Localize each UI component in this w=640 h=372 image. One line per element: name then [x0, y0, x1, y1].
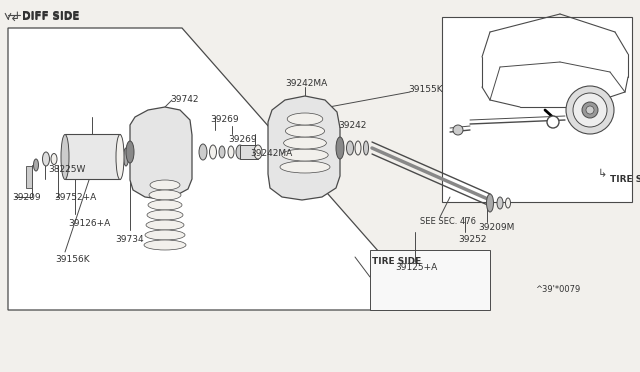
Text: 39242MA: 39242MA — [285, 80, 327, 89]
Ellipse shape — [287, 113, 323, 125]
Text: 39742: 39742 — [170, 96, 198, 105]
Text: ↲: ↲ — [10, 10, 20, 23]
Text: 39209M: 39209M — [478, 222, 515, 231]
Text: DIFF SIDE: DIFF SIDE — [22, 12, 79, 22]
Ellipse shape — [284, 137, 326, 149]
Polygon shape — [130, 107, 192, 199]
Ellipse shape — [355, 141, 361, 155]
Ellipse shape — [144, 240, 186, 250]
Ellipse shape — [453, 125, 463, 135]
Text: ^39'*0079: ^39'*0079 — [535, 285, 580, 295]
Text: TIRE SIDE: TIRE SIDE — [610, 176, 640, 185]
Ellipse shape — [51, 154, 57, 164]
Ellipse shape — [486, 194, 493, 212]
Text: 39126+A: 39126+A — [68, 219, 110, 228]
Ellipse shape — [116, 135, 124, 180]
Text: 39269: 39269 — [228, 135, 257, 144]
Text: 39155K: 39155K — [408, 86, 443, 94]
Ellipse shape — [497, 197, 503, 209]
Ellipse shape — [209, 145, 216, 159]
Ellipse shape — [254, 145, 262, 159]
Bar — [370, 250, 490, 310]
Bar — [240, 145, 258, 159]
Ellipse shape — [42, 152, 49, 166]
Ellipse shape — [148, 200, 182, 210]
Text: 39252: 39252 — [458, 235, 486, 244]
Ellipse shape — [236, 145, 244, 159]
Text: 39242MA: 39242MA — [250, 150, 292, 158]
Polygon shape — [268, 96, 340, 200]
Polygon shape — [8, 28, 430, 310]
Text: 39752+A: 39752+A — [54, 192, 96, 202]
Ellipse shape — [506, 198, 511, 208]
Text: 39734: 39734 — [115, 235, 143, 244]
Ellipse shape — [33, 159, 38, 171]
Ellipse shape — [146, 220, 184, 230]
Ellipse shape — [282, 149, 328, 161]
Ellipse shape — [582, 102, 598, 118]
Ellipse shape — [147, 210, 183, 220]
Ellipse shape — [150, 180, 180, 190]
Bar — [442, 17, 632, 202]
Text: DIFF SIDE: DIFF SIDE — [22, 11, 79, 21]
Text: SEE SEC. 476: SEE SEC. 476 — [420, 218, 476, 227]
Text: ↳: ↳ — [598, 169, 607, 179]
Text: 39209: 39209 — [12, 192, 40, 202]
Ellipse shape — [219, 146, 225, 158]
Text: 39242: 39242 — [338, 122, 366, 131]
Ellipse shape — [124, 148, 129, 166]
Ellipse shape — [547, 116, 559, 128]
Ellipse shape — [346, 141, 353, 155]
Ellipse shape — [61, 135, 69, 180]
Ellipse shape — [228, 146, 234, 158]
Text: 39125+A: 39125+A — [395, 263, 437, 272]
Ellipse shape — [285, 125, 324, 137]
Ellipse shape — [573, 93, 607, 127]
Ellipse shape — [126, 141, 134, 163]
Ellipse shape — [145, 230, 185, 240]
Text: TIRE SIDE: TIRE SIDE — [372, 257, 421, 266]
Text: 39156K: 39156K — [55, 256, 90, 264]
Bar — [26, 166, 32, 188]
Ellipse shape — [566, 86, 614, 134]
Ellipse shape — [199, 144, 207, 160]
Ellipse shape — [336, 137, 344, 159]
Bar — [65, 134, 120, 179]
Text: 38225W: 38225W — [48, 166, 85, 174]
Ellipse shape — [280, 161, 330, 173]
Ellipse shape — [364, 141, 369, 155]
Ellipse shape — [149, 190, 181, 200]
Ellipse shape — [586, 106, 594, 114]
Text: 39269: 39269 — [210, 115, 239, 125]
